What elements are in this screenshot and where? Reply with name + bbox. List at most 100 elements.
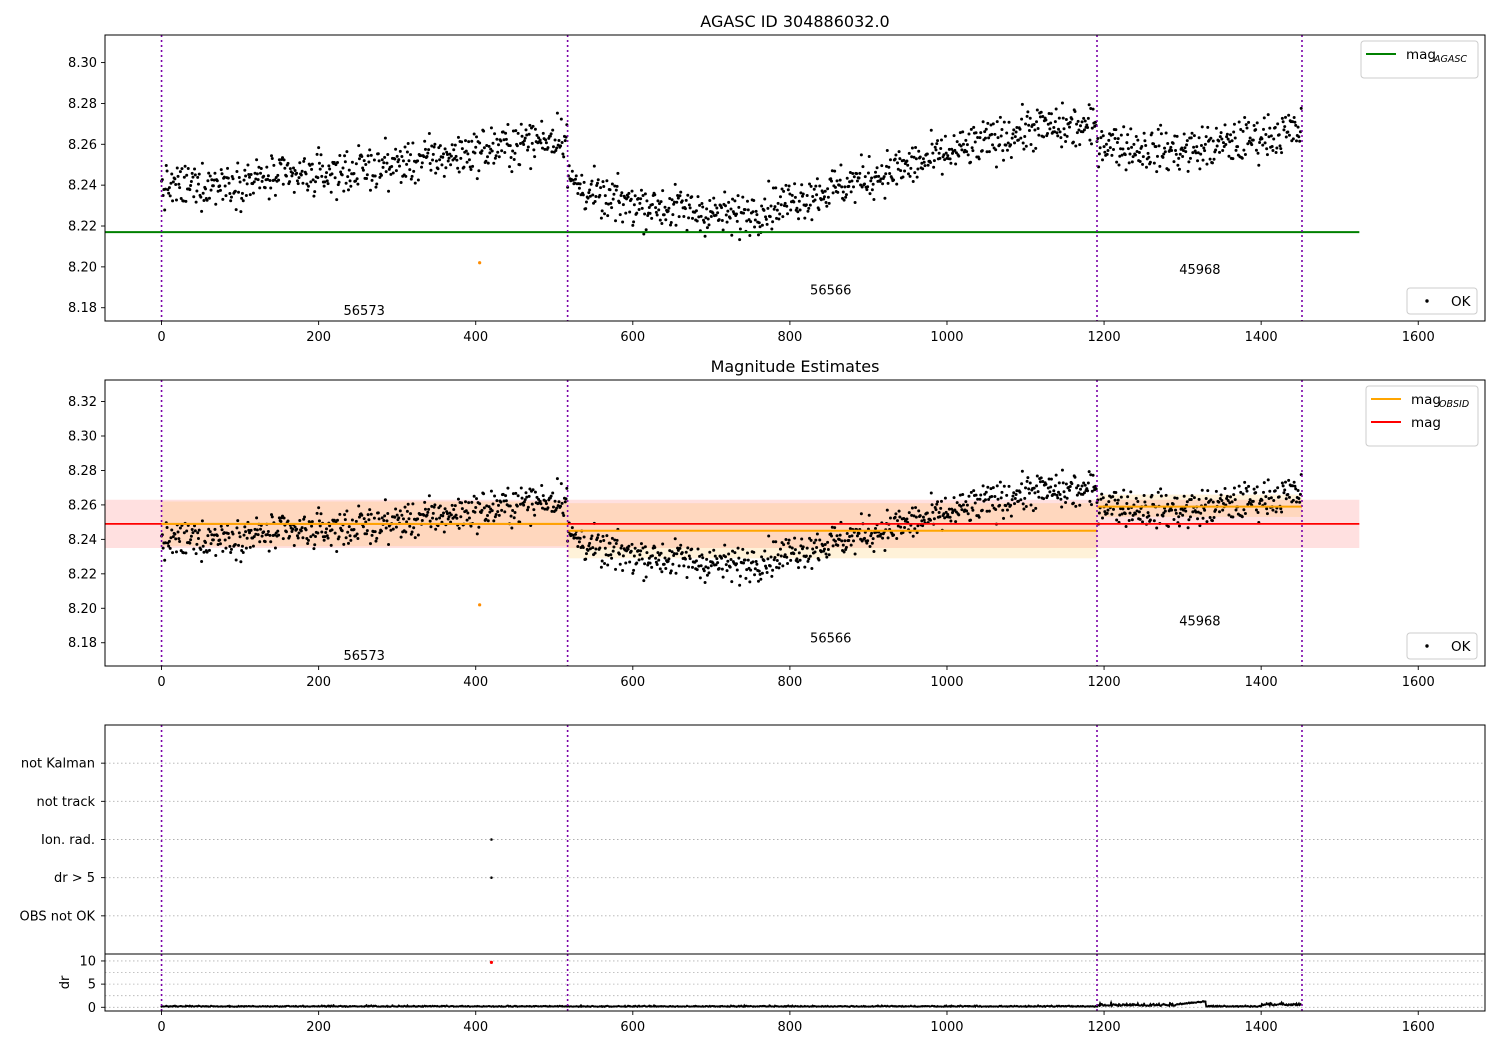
dr-point	[897, 1004, 901, 1008]
data-point	[1155, 154, 1159, 158]
data-point	[1212, 516, 1216, 520]
data-point	[677, 564, 681, 568]
data-point	[744, 576, 748, 580]
data-point	[503, 150, 507, 154]
data-point	[1166, 142, 1170, 146]
data-point	[792, 200, 796, 204]
data-point	[220, 172, 224, 176]
data-point	[365, 173, 369, 177]
data-point	[343, 154, 347, 158]
data-point	[753, 218, 757, 222]
x-tick-label: 800	[777, 330, 802, 345]
data-point	[1190, 131, 1194, 135]
data-point	[1064, 501, 1068, 505]
data-point	[699, 564, 703, 568]
dr-point	[530, 1005, 533, 1008]
data-point	[617, 201, 621, 205]
data-point	[609, 553, 613, 557]
data-point	[610, 206, 614, 210]
legend-marker	[1425, 644, 1429, 648]
data-point	[921, 157, 925, 161]
data-point	[819, 198, 823, 202]
x-tick-label: 400	[463, 330, 488, 345]
data-point	[939, 499, 943, 503]
data-point	[549, 132, 553, 136]
data-point	[1180, 146, 1184, 150]
data-point	[666, 209, 670, 213]
dr-point	[907, 1005, 910, 1008]
data-point	[345, 509, 349, 513]
data-point	[229, 199, 233, 203]
data-point	[189, 534, 193, 538]
data-point	[171, 180, 175, 184]
dr-point	[417, 1004, 420, 1008]
data-point	[1231, 515, 1235, 519]
data-point	[318, 524, 322, 528]
data-point	[717, 218, 721, 222]
data-point	[954, 520, 958, 524]
data-point	[1234, 508, 1238, 512]
data-point	[608, 541, 612, 545]
dr-point	[700, 1005, 703, 1008]
data-point	[1076, 119, 1080, 123]
data-point	[236, 519, 240, 523]
data-point	[1276, 486, 1280, 490]
dr-point	[464, 1005, 467, 1008]
data-point	[969, 127, 973, 131]
dr-point	[780, 1005, 783, 1008]
data-point	[309, 180, 313, 184]
data-point	[471, 164, 475, 168]
data-point	[621, 203, 625, 207]
data-point	[300, 526, 304, 530]
dr-point	[386, 1005, 389, 1008]
data-point	[671, 213, 675, 217]
data-point	[1023, 496, 1027, 500]
data-point	[731, 197, 735, 201]
data-point	[683, 207, 687, 211]
data-point	[193, 173, 197, 177]
dr-point	[450, 1005, 453, 1008]
data-point	[259, 171, 263, 175]
data-point	[248, 175, 252, 179]
data-point	[711, 211, 715, 215]
data-point	[573, 532, 577, 536]
data-point	[215, 534, 219, 538]
data-point	[544, 141, 548, 145]
data-point	[763, 197, 767, 201]
data-point	[944, 151, 948, 155]
data-point	[734, 562, 738, 566]
data-point	[751, 210, 755, 214]
data-point	[560, 140, 564, 144]
data-point	[1164, 131, 1168, 135]
dr-point	[351, 1005, 354, 1008]
data-point	[330, 172, 334, 176]
dr-point	[226, 1005, 229, 1008]
data-point	[627, 191, 631, 195]
data-point	[375, 182, 379, 186]
data-point	[807, 206, 811, 210]
data-point	[500, 149, 504, 153]
data-point	[1132, 142, 1136, 146]
data-point	[567, 164, 571, 168]
dr-point	[1173, 1004, 1176, 1007]
data-point	[892, 533, 896, 537]
data-point	[311, 533, 315, 537]
data-point	[295, 527, 299, 531]
data-point	[1056, 496, 1060, 500]
dr-point	[968, 1005, 971, 1008]
data-point	[1237, 120, 1241, 124]
data-point	[180, 167, 184, 171]
data-point	[908, 174, 912, 178]
data-point	[999, 134, 1003, 138]
dr-point	[509, 1004, 512, 1008]
data-point	[442, 511, 446, 515]
data-point	[1195, 145, 1199, 149]
data-point	[282, 516, 286, 520]
dr-point	[278, 1005, 281, 1008]
data-point	[171, 535, 175, 539]
dr-point	[1006, 1005, 1009, 1008]
data-point	[1270, 144, 1274, 148]
data-point	[226, 166, 230, 170]
data-point	[1094, 487, 1098, 491]
dr-point	[1197, 1000, 1200, 1003]
